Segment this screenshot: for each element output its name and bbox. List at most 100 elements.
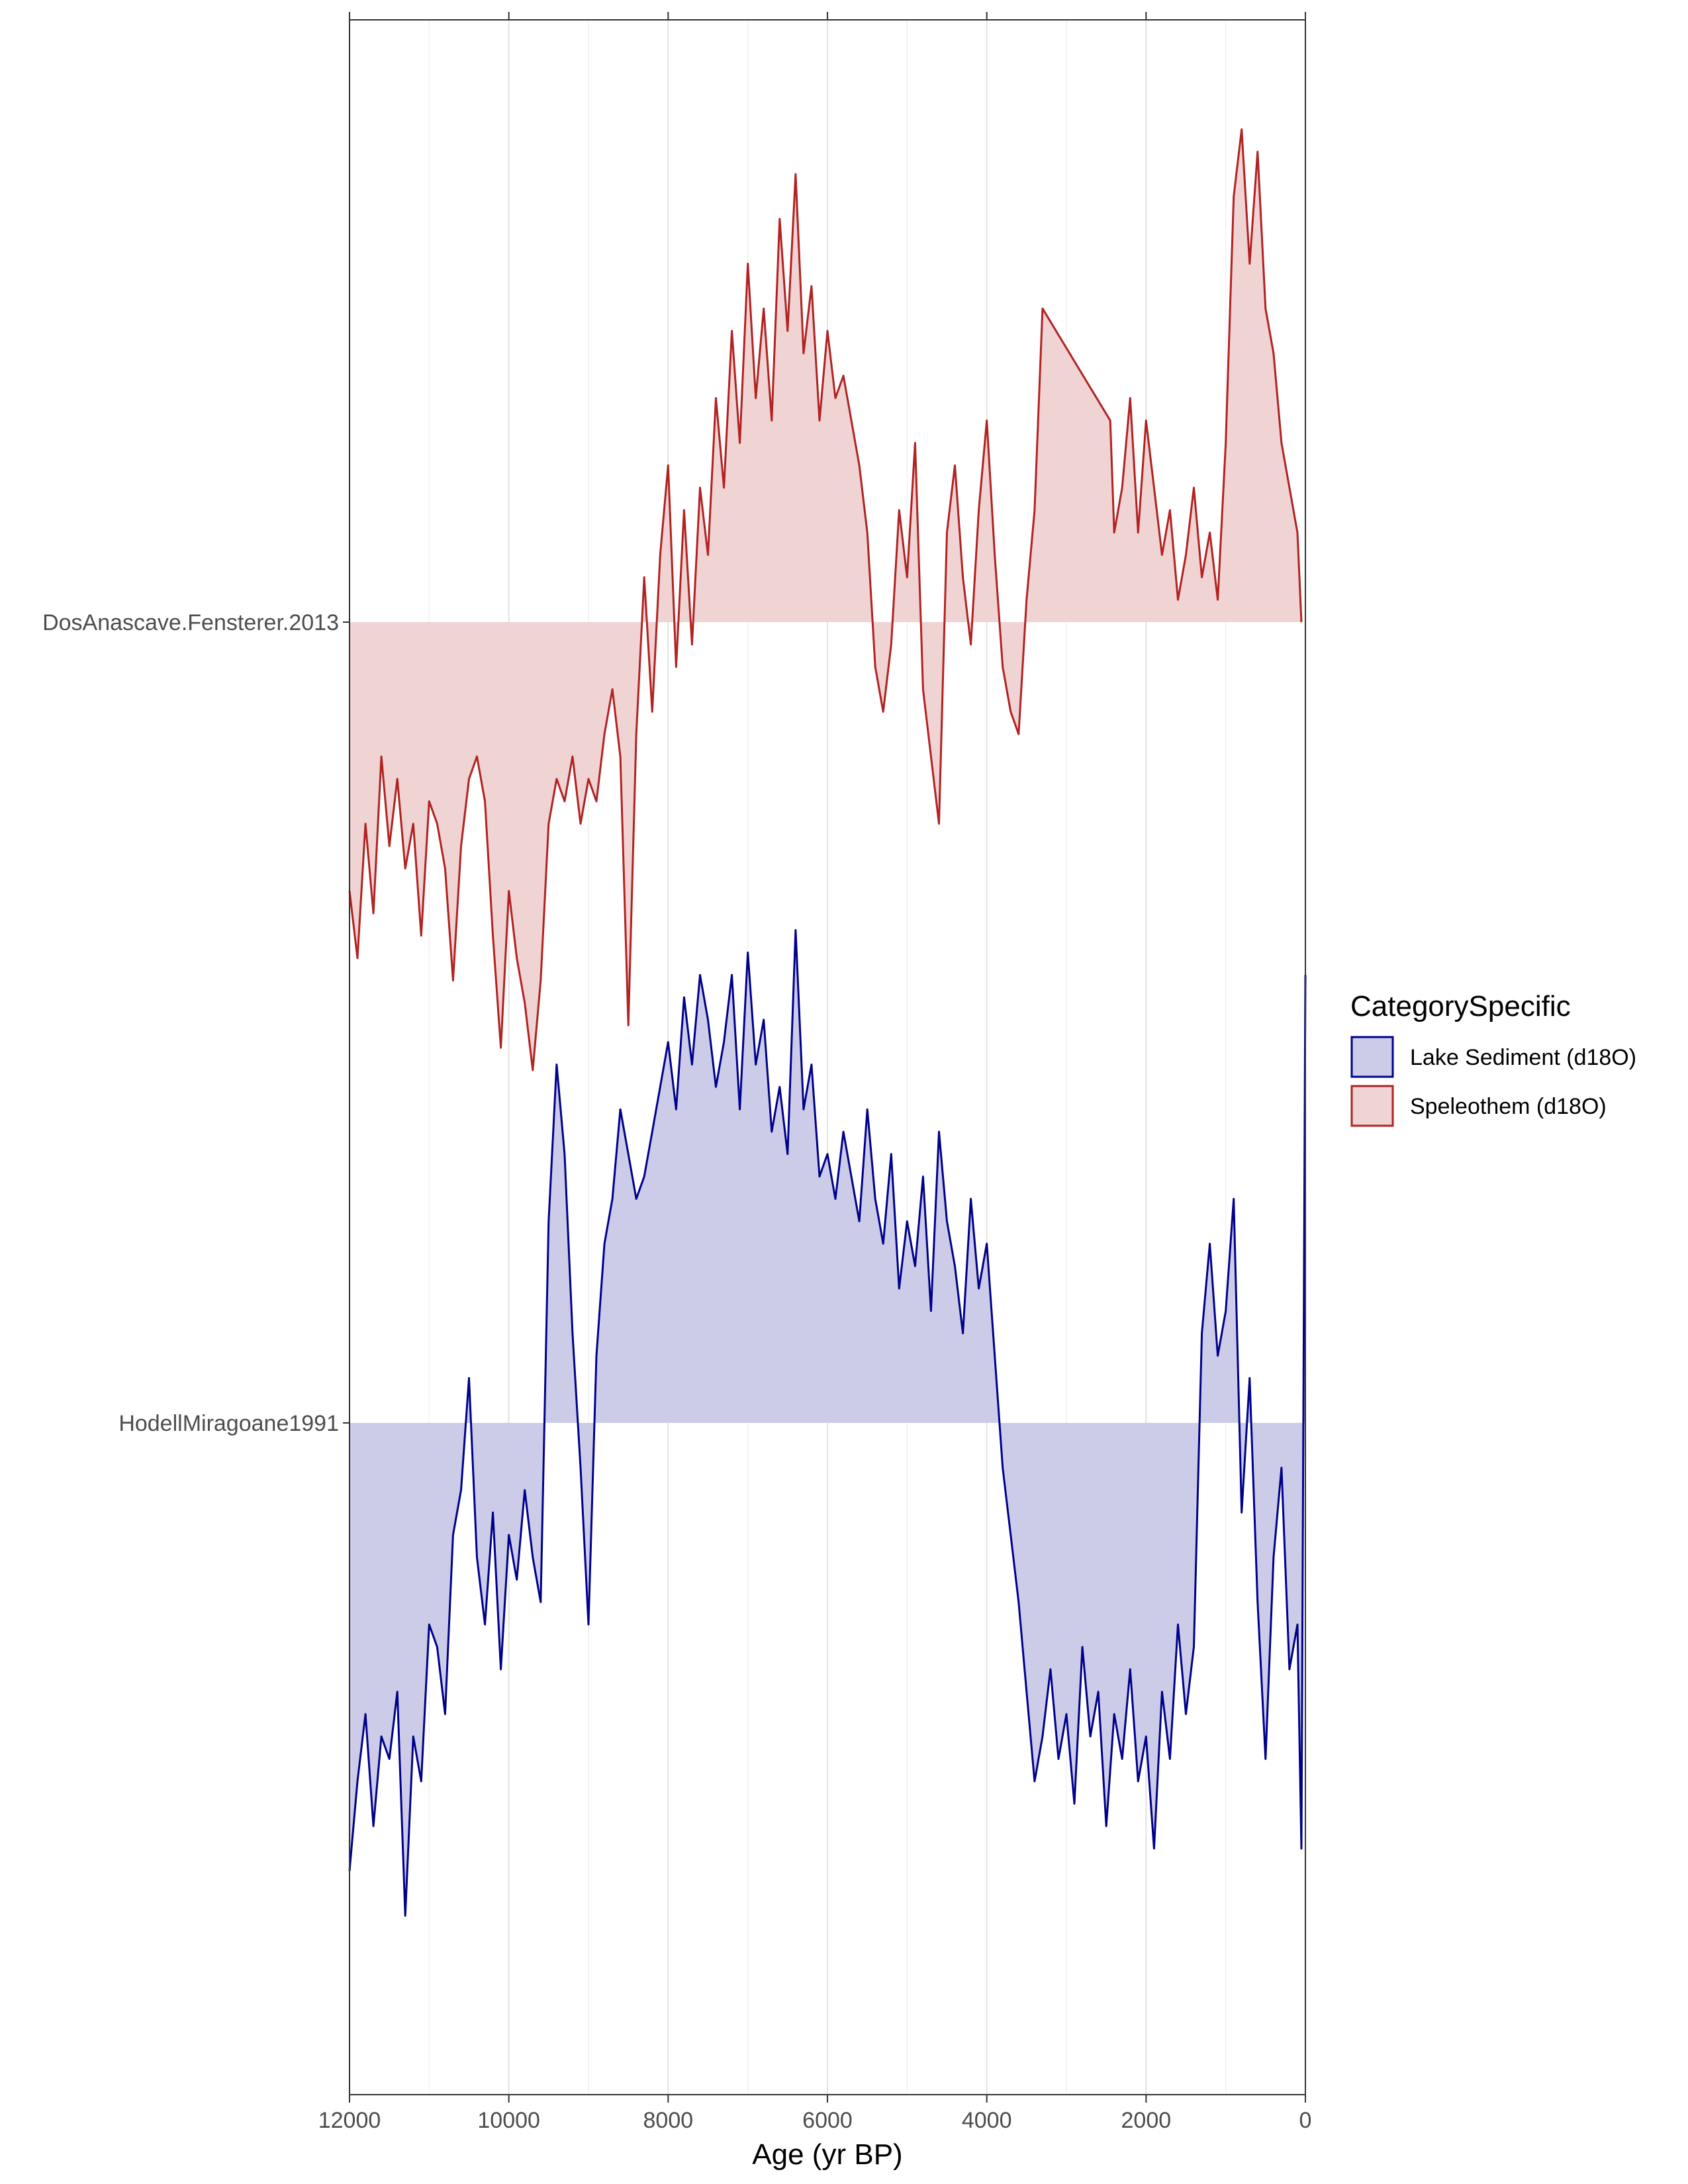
data-point: [532, 1069, 534, 1071]
data-point: [388, 1758, 391, 1760]
data-point: [906, 1220, 908, 1222]
data-point: [731, 974, 733, 976]
data-point: [842, 375, 845, 377]
data-point: [364, 823, 367, 825]
data-point: [420, 934, 422, 937]
data-point: [1233, 195, 1235, 198]
legend-title: CategorySpecific: [1350, 990, 1571, 1023]
data-point: [1300, 1847, 1303, 1850]
data-point: [476, 755, 479, 758]
data-point: [428, 800, 430, 803]
data-point: [921, 688, 924, 691]
data-point: [428, 1623, 430, 1626]
data-point: [1160, 1690, 1163, 1693]
data-point: [771, 1130, 773, 1133]
data-point: [1121, 1758, 1123, 1760]
data-point: [619, 755, 622, 758]
data-point: [874, 666, 876, 668]
data-point: [500, 1668, 502, 1670]
data-point: [404, 1915, 406, 1917]
data-point: [1209, 1242, 1211, 1245]
data-point: [508, 1533, 510, 1536]
data-point: [396, 778, 399, 780]
data-point: [1025, 598, 1028, 601]
data-point: [436, 1646, 438, 1649]
series-line: [348, 128, 1303, 1071]
data-point: [651, 710, 653, 713]
x-tick-label: 12000: [318, 2108, 381, 2133]
data-point: [1177, 598, 1180, 601]
x-tick-label: 6000: [802, 2108, 853, 2133]
data-point: [500, 1046, 502, 1049]
data-point: [1145, 419, 1147, 422]
data-point: [763, 1019, 765, 1021]
data-point: [906, 576, 908, 578]
data-point: [524, 1489, 526, 1492]
data-point: [1264, 307, 1267, 310]
data-point: [755, 397, 757, 400]
data-point: [468, 778, 471, 780]
y-tick-label: DosAnascave.Fensterer.2013: [42, 610, 339, 635]
legend-label: Speleothem (d18O): [1410, 1094, 1607, 1119]
data-point: [675, 1108, 677, 1111]
data-point: [1280, 441, 1283, 444]
data-point: [1177, 1623, 1180, 1626]
x-tick-label: 0: [1299, 2108, 1312, 2133]
data-point: [451, 979, 454, 982]
data-point: [1241, 128, 1243, 130]
data-point: [579, 1467, 582, 1469]
data-point: [659, 554, 661, 557]
data-point: [492, 934, 494, 937]
data-point: [571, 755, 574, 758]
series-HodellMiragoane1991: [348, 929, 1307, 1917]
data-point: [1185, 1713, 1188, 1715]
data-point: [412, 823, 414, 825]
data-point: [946, 1220, 949, 1222]
data-point: [555, 778, 558, 780]
data-point: [356, 957, 359, 960]
data-point: [508, 889, 510, 892]
data-point: [420, 1780, 422, 1783]
data-point: [364, 1713, 367, 1715]
data-point: [1209, 531, 1211, 534]
data-point: [946, 531, 949, 534]
data-point: [404, 867, 406, 870]
data-point: [380, 1735, 383, 1738]
data-point: [929, 1310, 932, 1312]
data-point: [1248, 1377, 1251, 1379]
data-point: [866, 1108, 868, 1111]
data-point: [547, 823, 550, 825]
data-point: [1272, 352, 1275, 355]
data-point: [476, 1556, 479, 1559]
data-point: [667, 464, 669, 467]
legend-key: [1350, 1085, 1394, 1127]
data-point: [818, 419, 821, 422]
data-point: [1168, 509, 1171, 512]
data-point: [962, 576, 964, 578]
data-point: [929, 755, 932, 758]
x-tick-label: 4000: [962, 2108, 1012, 2133]
data-point: [1097, 1690, 1100, 1693]
data-point: [1009, 1533, 1012, 1536]
data-point: [826, 330, 829, 332]
data-point: [1049, 1668, 1052, 1670]
series-area: [350, 129, 1301, 1070]
data-point: [1160, 554, 1163, 557]
data-point: [810, 1064, 813, 1066]
data-point: [1217, 1355, 1219, 1357]
data-point: [1241, 1511, 1243, 1514]
x-tick-label: 2000: [1121, 2108, 1172, 2133]
data-point: [388, 845, 391, 848]
data-point: [1256, 1601, 1259, 1604]
data-point: [516, 957, 518, 960]
data-point: [1025, 1690, 1028, 1693]
data-point: [603, 1242, 606, 1245]
data-point: [603, 733, 606, 735]
data-point: [978, 1287, 980, 1290]
x-tick-label: 8000: [643, 2108, 694, 2133]
data-point: [1225, 441, 1227, 444]
data-point: [1185, 554, 1188, 557]
data-point: [492, 1511, 494, 1514]
data-point: [882, 710, 884, 713]
